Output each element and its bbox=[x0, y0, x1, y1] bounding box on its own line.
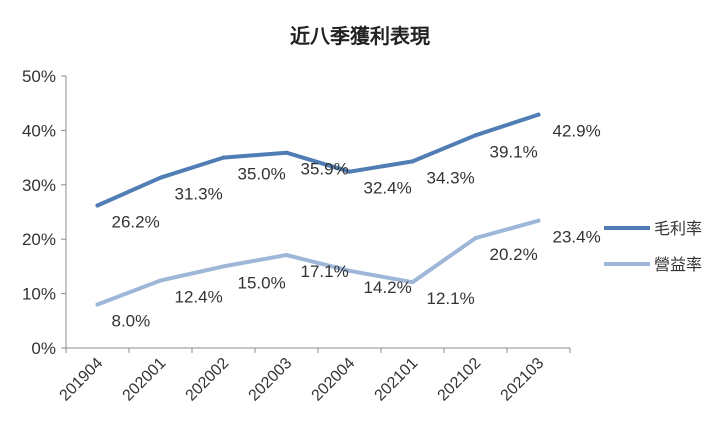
data-point bbox=[95, 302, 100, 307]
data-point bbox=[158, 278, 163, 283]
data-label: 26.2% bbox=[112, 212, 160, 231]
data-point bbox=[221, 155, 226, 160]
y-tick-label: 0% bbox=[31, 339, 56, 358]
y-tick-label: 10% bbox=[22, 285, 56, 304]
chart-title: 近八季獲利表現 bbox=[290, 24, 430, 48]
x-tick-label: 202003 bbox=[246, 355, 296, 405]
data-label: 35.0% bbox=[238, 165, 286, 184]
data-label: 20.2% bbox=[490, 245, 538, 264]
data-label: 42.9% bbox=[553, 122, 601, 141]
y-tick-label: 40% bbox=[22, 121, 56, 140]
data-point bbox=[284, 252, 289, 257]
y-tick-label: 30% bbox=[22, 176, 56, 195]
data-label: 14.2% bbox=[364, 278, 412, 297]
data-point bbox=[95, 203, 100, 208]
data-labels: 26.2% 31.3% 35.0% 35.9% 32.4% 34.3% 39.1% 42.9%… bbox=[112, 122, 601, 331]
series-line-2 bbox=[95, 218, 541, 307]
data-point bbox=[347, 268, 352, 273]
data-point bbox=[536, 218, 541, 223]
data-point bbox=[158, 175, 163, 180]
data-point bbox=[410, 280, 415, 285]
data-label: 39.1% bbox=[490, 142, 538, 161]
y-tick-label: 20% bbox=[22, 230, 56, 249]
data-label: 12.1% bbox=[427, 289, 475, 308]
series-line-1 bbox=[95, 112, 541, 208]
data-point bbox=[473, 133, 478, 138]
data-label: 35.9% bbox=[301, 160, 349, 179]
data-point bbox=[473, 236, 478, 241]
data-point bbox=[347, 169, 352, 174]
data-point bbox=[284, 150, 289, 155]
data-point bbox=[536, 112, 541, 117]
legend-label-1: 毛利率 bbox=[654, 220, 702, 238]
data-point bbox=[410, 159, 415, 164]
x-tick-label: 202103 bbox=[498, 355, 548, 405]
x-tick-label: 202004 bbox=[309, 355, 359, 405]
data-label: 31.3% bbox=[175, 185, 223, 204]
data-label: 15.0% bbox=[238, 273, 286, 292]
data-label: 23.4% bbox=[553, 228, 601, 247]
legend-label-2: 營益率 bbox=[654, 256, 702, 274]
data-label: 12.4% bbox=[175, 288, 223, 307]
x-tick-label: 202102 bbox=[435, 355, 485, 405]
data-label: 8.0% bbox=[112, 311, 151, 330]
data-point bbox=[221, 264, 226, 269]
x-tick-label: 202002 bbox=[183, 355, 233, 405]
data-label: 32.4% bbox=[364, 179, 412, 198]
x-tick-label: 201904 bbox=[57, 355, 107, 405]
x-tick-label: 202101 bbox=[372, 355, 422, 405]
x-tick-label: 202001 bbox=[120, 355, 170, 405]
data-label: 17.1% bbox=[301, 262, 349, 281]
data-label: 34.3% bbox=[427, 168, 475, 187]
y-tick-label: 50% bbox=[22, 67, 56, 86]
series-layer bbox=[95, 112, 541, 307]
